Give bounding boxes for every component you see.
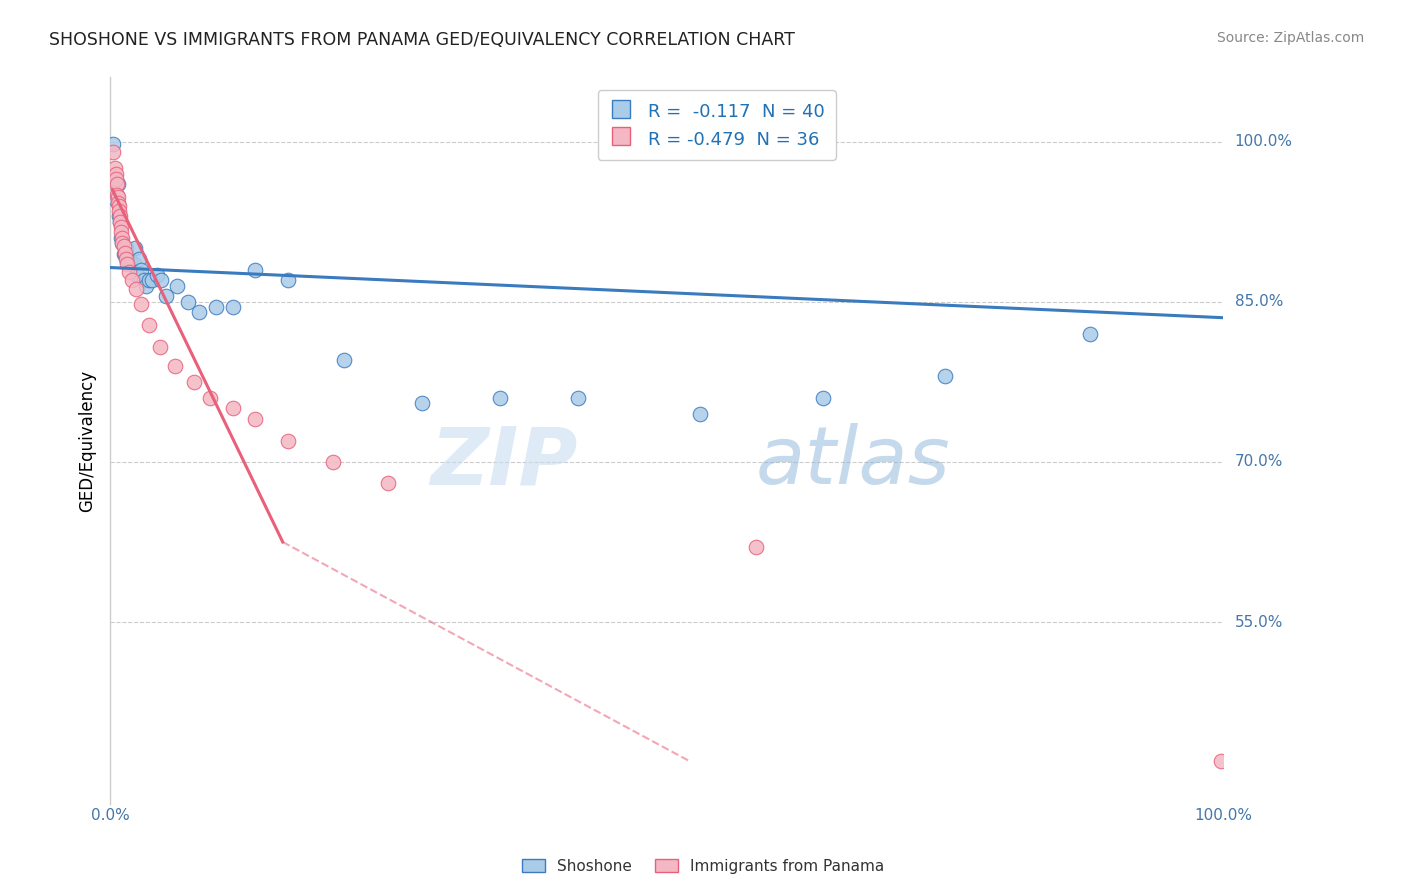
Point [112,246,135,260]
Point [104,193,127,207]
Point [108,198,131,212]
Point [745,541,768,555]
Point [322,455,344,469]
Point [689,407,711,421]
Point [111,230,134,244]
Point [188,305,211,319]
Point [277,273,299,287]
Point [108,203,131,218]
Point [114,246,136,260]
Point [934,369,956,384]
Point [104,172,127,186]
Point [107,190,129,204]
Point [128,252,150,266]
Point [118,265,141,279]
Point [811,391,834,405]
Point [105,178,128,192]
Point [377,476,399,491]
Point [155,289,177,303]
Point [411,396,433,410]
Point [108,209,131,223]
Point [118,252,141,266]
Point [103,145,125,160]
Point [132,273,155,287]
Text: atlas: atlas [756,424,950,501]
Text: 70.0%: 70.0% [1234,454,1282,469]
Point [221,401,243,416]
Point [333,353,356,368]
Y-axis label: GED/Equivalency: GED/Equivalency [79,369,96,512]
Text: 55.0%: 55.0% [1234,615,1282,630]
Point [115,257,138,271]
Text: ZIP: ZIP [430,424,578,501]
Point [110,219,132,234]
Point [277,434,299,448]
Point [200,391,222,405]
Point [104,161,127,176]
Point [1078,326,1101,341]
Point [110,230,132,244]
Point [108,214,131,228]
Point [138,318,160,333]
Point [122,257,145,271]
Point [125,282,148,296]
Point [114,245,136,260]
Point [141,273,163,287]
Point [177,294,200,309]
Point [120,257,142,271]
Point [111,235,134,250]
Point [146,268,169,282]
Point [1211,754,1233,768]
Point [131,297,153,311]
Point [121,273,143,287]
Point [135,278,157,293]
Legend: Shoshone, Immigrants from Panama: Shoshone, Immigrants from Panama [516,853,890,880]
Point [138,273,160,287]
Point [183,375,205,389]
Point [104,167,127,181]
Point [125,268,148,282]
Point [111,235,134,250]
Point [488,391,510,405]
Point [103,136,125,151]
Point [243,412,266,426]
Point [112,239,135,253]
Point [149,340,172,354]
Point [131,262,153,277]
Point [107,196,129,211]
Point [108,214,131,228]
Text: 100.0%: 100.0% [1234,134,1292,149]
Point [163,359,186,373]
Point [110,225,132,239]
Point [243,262,266,277]
Point [114,241,136,255]
Text: 85.0%: 85.0% [1234,294,1282,310]
Point [221,300,243,314]
Point [567,391,589,405]
Point [107,178,129,192]
Text: Source: ZipAtlas.com: Source: ZipAtlas.com [1216,31,1364,45]
Point [166,278,188,293]
Point [115,252,138,266]
Point [124,241,146,255]
Point [150,273,173,287]
Legend: R =  -0.117  N = 40, R = -0.479  N = 36: R = -0.117 N = 40, R = -0.479 N = 36 [598,90,837,160]
Point [205,300,228,314]
Point [105,188,128,202]
Point [108,209,131,223]
Point [114,252,136,266]
Text: SHOSHONE VS IMMIGRANTS FROM PANAMA GED/EQUIVALENCY CORRELATION CHART: SHOSHONE VS IMMIGRANTS FROM PANAMA GED/E… [49,31,794,49]
